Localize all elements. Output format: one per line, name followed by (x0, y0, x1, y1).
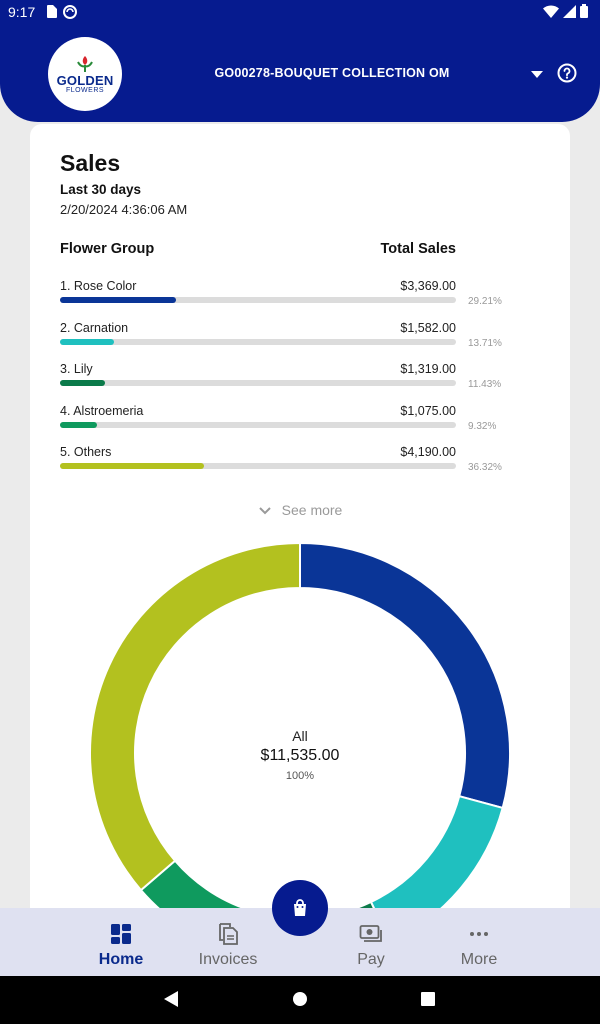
progress-fill (60, 339, 115, 345)
donut-center-label: All (292, 728, 308, 744)
sim-card-icon (47, 5, 57, 18)
progress-fill (60, 463, 204, 469)
progress-track (60, 380, 456, 386)
nav-item-pay[interactable]: Pay (311, 908, 431, 976)
chevron-down-icon (258, 507, 271, 515)
column-header-flower-group: Flower Group (60, 241, 155, 257)
sales-row: 5. Others $4,190.00 36.32% (60, 445, 534, 475)
sales-row: 3. Lily $1,319.00 11.43% (60, 362, 534, 392)
row-label: 1. Rose Color (60, 279, 137, 293)
sales-row: 1. Rose Color $3,369.00 29.21% (60, 279, 534, 309)
column-header-total-sales: Total Sales (380, 241, 456, 257)
progress-fill (60, 380, 106, 386)
nav-item-home[interactable]: Home (61, 908, 181, 976)
see-more-button[interactable]: See more (30, 502, 570, 519)
period-label: Last 30 days (60, 182, 142, 197)
shop-fab-button[interactable] (272, 880, 328, 936)
last-updated-timestamp: 2/20/2024 4:36:06 AM (60, 202, 188, 217)
account-dropdown-button[interactable] (528, 66, 546, 82)
row-amount: $1,582.00 (400, 321, 456, 335)
row-percentage: 9.32% (468, 421, 497, 432)
row-label: 5. Others (60, 445, 112, 459)
logo-text-golden: GOLDEN (56, 72, 114, 88)
nav-label-invoices: Invoices (198, 951, 258, 968)
signal-icon (563, 4, 576, 18)
company-logo: GOLDEN FLOWERS (48, 37, 122, 111)
sales-title: Sales (60, 150, 121, 176)
donut-slice[interactable] (299, 543, 510, 810)
system-navigation-bar (0, 976, 600, 1024)
wifi-icon (543, 4, 559, 18)
row-amount: $1,319.00 (400, 362, 456, 376)
sales-row: 4. Alstroemeria $1,075.00 9.32% (60, 404, 534, 434)
nav-item-invoices[interactable]: Invoices (168, 908, 288, 976)
sales-card: Sales Last 30 days 2/20/2024 4:36:06 AM … (30, 124, 570, 963)
progress-fill (60, 297, 176, 303)
sync-icon (63, 5, 77, 19)
nav-item-more[interactable]: More (419, 908, 539, 976)
dashboard-icon (111, 924, 131, 944)
see-more-label: See more (281, 502, 343, 518)
progress-track (60, 339, 456, 345)
sales-row: 2. Carnation $1,582.00 13.71% (60, 321, 534, 351)
progress-track (60, 463, 456, 469)
progress-track (60, 297, 456, 303)
nav-label-home: Home (98, 951, 144, 968)
documents-icon (219, 923, 238, 945)
row-amount: $1,075.00 (400, 404, 456, 418)
nav-label-pay: Pay (357, 951, 385, 968)
help-circle-icon (557, 63, 577, 83)
payments-icon (359, 925, 382, 942)
row-label: 4. Alstroemeria (60, 404, 144, 418)
more-horizontal-icon (470, 932, 488, 936)
donut-center-percentage: 100% (285, 770, 315, 782)
row-amount: $3,369.00 (400, 279, 456, 293)
status-time: 9:17 (8, 4, 36, 20)
battery-icon (580, 4, 588, 18)
progress-track (60, 422, 456, 428)
row-percentage: 36.32% (468, 462, 502, 473)
nav-label-more: More (460, 951, 498, 968)
row-amount: $4,190.00 (400, 445, 456, 459)
app-header: 9:17 GOLDEN FLOWERS GO00278-BOUQUET COLL… (0, 0, 600, 122)
chevron-down-icon (531, 71, 543, 78)
row-percentage: 29.21% (468, 296, 502, 307)
row-label: 2. Carnation (60, 321, 129, 335)
row-percentage: 11.43% (468, 379, 502, 390)
account-selector-label[interactable]: GO00278-BOUQUET COLLECTION OM (214, 66, 450, 80)
help-button[interactable] (557, 63, 577, 83)
progress-fill (60, 422, 97, 428)
donut-center-total: $11,535.00 (260, 747, 340, 764)
logo-text-flowers: FLOWERS (65, 86, 105, 94)
shopping-bag-icon (294, 899, 306, 916)
home-circle-icon[interactable] (292, 990, 308, 1008)
tulip-icon (77, 55, 93, 72)
back-icon[interactable] (163, 990, 179, 1008)
status-bar: 9:17 (0, 0, 600, 26)
row-label: 3. Lily (60, 362, 93, 376)
donut-slice[interactable] (90, 543, 301, 892)
recents-icon[interactable] (420, 990, 436, 1008)
row-percentage: 13.71% (468, 338, 502, 349)
